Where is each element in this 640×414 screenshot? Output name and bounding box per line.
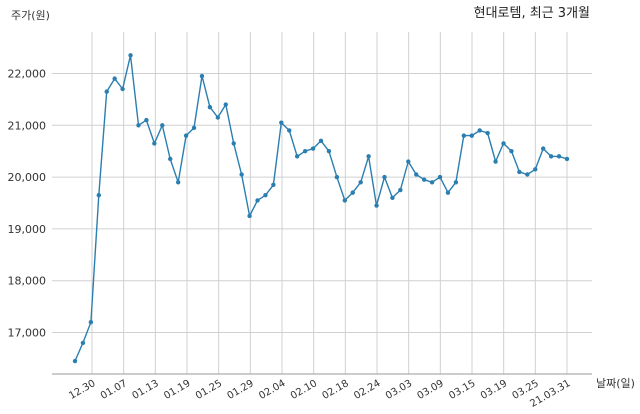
grid-layer [52,32,592,374]
data-point [493,159,498,164]
data-point [144,117,149,123]
data-point [501,141,506,146]
data-point [294,154,300,159]
y-tick-label: 22,000 [8,67,47,80]
data-point [556,154,562,159]
data-point [326,148,332,154]
x-tick-label: 03.03 [384,378,414,402]
data-point [255,198,260,203]
x-axis-title: 날짜(일) [596,376,635,390]
data-point [390,195,395,201]
data-point [350,190,355,195]
x-tick-label: 03.19 [479,378,509,402]
data-point [207,104,213,110]
data-point [96,193,102,198]
data-point [477,128,482,133]
data-point [136,123,141,128]
data-point [421,177,427,182]
data-point [548,154,554,159]
data-point [406,159,411,164]
data-point [485,130,490,136]
data-point [231,141,236,146]
data-point [318,138,324,144]
data-point [398,187,403,193]
x-tick-label: 03.09 [416,378,446,402]
data-point [509,148,514,154]
data-point [128,53,133,58]
series-line [74,54,568,362]
data-point [223,102,228,107]
x-tick-label: 02.04 [257,378,287,402]
data-point [382,174,387,180]
y-tick-label: 17,000 [8,327,47,340]
data-point [540,146,546,151]
x-tick-label: 01.07 [99,378,129,402]
data-point [168,156,173,162]
data-point [80,340,86,346]
chart-title: 현대로템, 최근 3개월 [474,6,590,21]
y-tick-label: 18,000 [8,275,47,288]
data-point [112,76,117,81]
data-point [517,169,522,175]
data-point [414,172,419,177]
data-point [358,180,363,185]
x-tick-labels: 12.30 01.07 01.13 01.19 01.25 01.29 02.04 02.10… [67,378,572,410]
data-point [239,172,244,177]
data-point [175,180,181,185]
data-point [72,358,78,364]
y-tick-labels: 17,000 18,000 19,000 20,000 21,000 22,000 [8,67,47,339]
data-point [191,125,197,131]
data-point [461,133,467,138]
data-point [160,123,165,128]
data-point [287,128,292,133]
x-tick-label: 01.13 [131,378,161,402]
y-tick-label: 20,000 [8,171,47,184]
data-point [120,86,125,92]
data-point [445,190,451,195]
data-point [564,156,570,162]
data-point [263,193,268,198]
data-point [302,148,308,154]
data-point [366,154,371,159]
data-point [152,141,157,146]
data-point [88,319,94,325]
data-point [183,133,189,138]
x-tick-label: 01.29 [226,378,256,402]
data-point [533,167,538,172]
data-point [334,174,340,180]
data-point [271,182,276,188]
data-point [199,73,205,79]
series-layer [72,53,570,364]
y-tick-label: 21,000 [8,119,47,132]
x-tick-label: 02.24 [352,378,382,402]
y-tick-label: 19,000 [8,223,47,236]
data-point [525,172,530,177]
x-tick-label: 02.18 [321,378,351,402]
x-tick-label: 02.10 [289,378,319,402]
x-tick-label: 03.15 [447,378,477,402]
y-axis-title: 주가(원) [11,9,50,22]
data-point [247,213,252,219]
x-tick-label: 12.30 [67,378,97,402]
data-point [469,133,474,138]
x-tick-label: 01.19 [162,378,192,402]
data-point [342,198,348,203]
data-point [215,115,221,120]
data-point [453,180,459,185]
data-point [437,174,443,180]
x-tick-label: 01.25 [194,378,224,402]
data-point [310,146,316,151]
data-point [279,120,284,125]
data-point [104,89,109,94]
data-point [374,203,379,208]
data-point [429,180,435,185]
